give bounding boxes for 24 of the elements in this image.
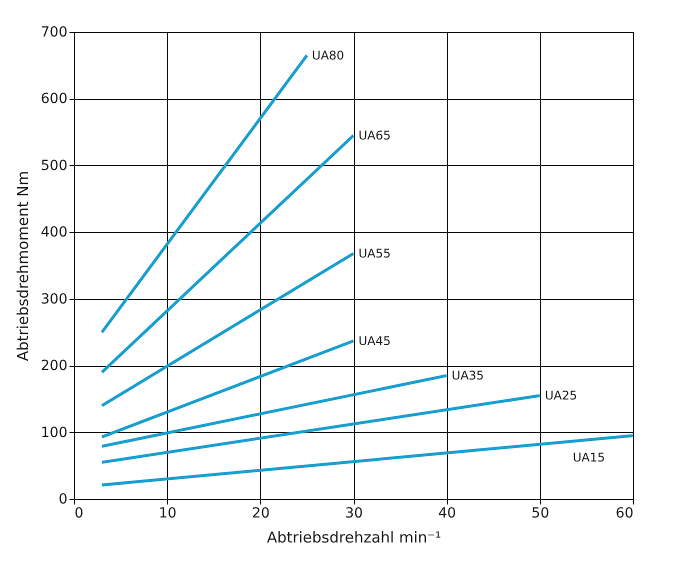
series-label: UA65 <box>358 128 391 142</box>
x-tick-label: 30 <box>345 506 363 522</box>
x-tick-label: 40 <box>438 506 456 522</box>
x-tick-label: 50 <box>531 506 550 522</box>
x-tick-label: 0 <box>74 506 84 522</box>
series-label: UA25 <box>544 388 578 403</box>
y-axis-title: Abtriebsdrehmoment Nm <box>14 170 32 362</box>
series-label: UA55 <box>358 246 391 260</box>
y-tick-label: 600 <box>40 91 68 108</box>
x-axis-title: Abtriebsdrehzahl min⁻¹ <box>266 528 442 546</box>
y-tick-label: 500 <box>40 158 68 174</box>
y-tick-label: 700 <box>40 24 68 40</box>
y-tick-label: 400 <box>40 224 68 241</box>
x-tick-label: 10 <box>158 506 177 522</box>
series-label: UA15 <box>572 450 605 465</box>
series-label: UA45 <box>358 334 391 348</box>
y-tick-label: 300 <box>40 291 68 308</box>
x-tick-label: 20 <box>252 506 270 522</box>
y-tick-label: 100 <box>40 424 68 441</box>
x-tick-label: 60 <box>616 506 634 522</box>
series-label: UA35 <box>452 368 484 383</box>
y-tick-label: 200 <box>40 358 68 374</box>
series-label: UA80 <box>312 48 344 62</box>
y-tick-label: 0 <box>58 492 68 508</box>
